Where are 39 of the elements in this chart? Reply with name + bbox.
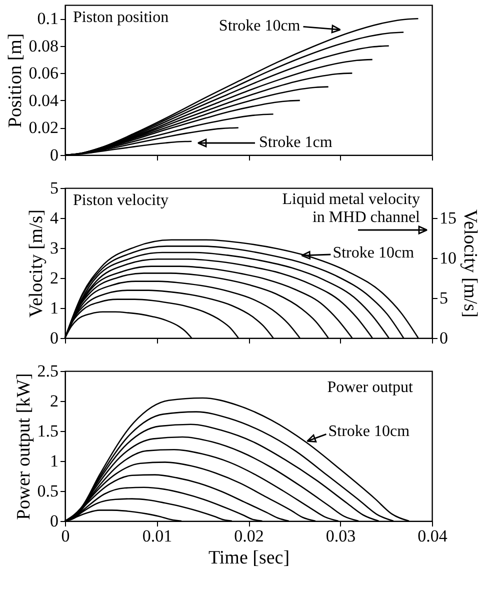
y2-axis-title: Velocity [m/s] — [460, 209, 480, 318]
x-tick-label: 0.03 — [326, 526, 356, 546]
y-tick-label: 1 — [50, 298, 58, 318]
annotation: Stroke 10cm — [328, 423, 410, 440]
y-tick-label: 4 — [50, 208, 59, 228]
y2-tick-label: 5 — [440, 288, 448, 308]
y-tick-label: 1 — [50, 452, 58, 470]
y2-tick-label: 0 — [440, 328, 448, 348]
y-tick-label: 0.04 — [28, 90, 59, 110]
x-tick-label: 0.02 — [234, 526, 264, 546]
y-tick-label: 2 — [50, 268, 58, 288]
y-axis-title: Position [m] — [4, 33, 26, 128]
y-tick-label: 5 — [50, 178, 58, 198]
y-axis-title: Velocity [m/s] — [26, 209, 47, 318]
y-tick-label: 3 — [50, 238, 58, 258]
y-tick-label: 0.5 — [37, 482, 58, 500]
y-tick-label: 1.5 — [37, 422, 58, 440]
y-tick-label: 0.02 — [28, 118, 58, 138]
annotation: Stroke 10cm — [332, 244, 415, 262]
y-tick-label: 2.5 — [37, 362, 58, 380]
y-tick-label: 0 — [50, 146, 58, 164]
x-tick-label: 0.01 — [142, 526, 172, 546]
y-axis-title: Power output [kW] — [13, 373, 34, 520]
y-tick-label: 0.06 — [28, 64, 58, 83]
y-tick-label: 0.08 — [28, 36, 58, 56]
x-tick-label: 0.04 — [418, 526, 448, 546]
y2-tick-label: 15 — [440, 208, 456, 228]
annotation: Liquid metal velocity in MHD channel — [282, 191, 421, 226]
annotation: Piston position — [73, 9, 169, 26]
annotation: Piston velocity — [73, 192, 169, 209]
annotation: Power output — [327, 379, 414, 396]
y-tick-label: 0.1 — [37, 9, 58, 28]
y2-tick-label: 10 — [440, 248, 456, 268]
y-tick-label: 0 — [50, 328, 58, 348]
annotation: Stroke 10cm — [218, 18, 301, 35]
annotation: Stroke 1cm — [259, 134, 333, 151]
y-tick-label: 2 — [50, 392, 58, 410]
x-axis-title: Time [sec] — [208, 548, 290, 568]
y-tick-label: 0 — [50, 512, 58, 530]
